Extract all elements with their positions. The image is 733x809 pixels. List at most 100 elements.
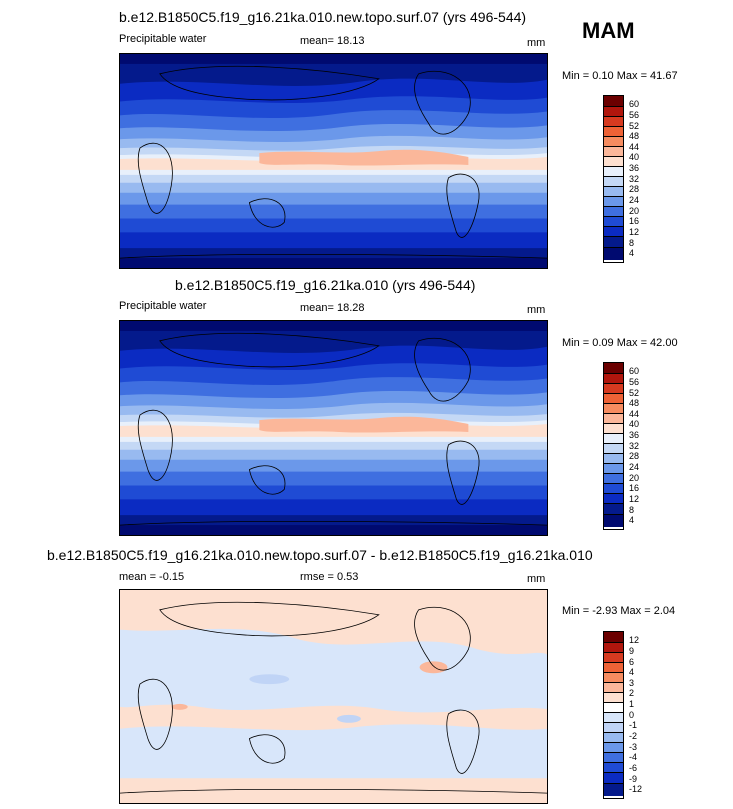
- variable-label: Precipitable water: [119, 33, 207, 45]
- colorbar-box: [604, 632, 623, 643]
- colorbar: [603, 631, 624, 799]
- colorbar-box: [604, 643, 623, 653]
- colorbar-label: 40: [629, 152, 640, 162]
- colorbar-box: [604, 673, 623, 683]
- colorbar-box: [604, 515, 623, 527]
- colorbar-label: 8: [629, 505, 635, 515]
- colorbar-box: [604, 703, 623, 713]
- minmax-label: Min = -2.93 Max = 2.04: [562, 605, 676, 617]
- colorbar-label: 24: [629, 462, 640, 472]
- season-label: MAM: [582, 18, 635, 43]
- panel-title: b.e12.B1850C5.f19_g16.21ka.010 (yrs 496-…: [175, 277, 476, 293]
- colorbar-box: [604, 96, 623, 107]
- colorbar-box: [604, 177, 623, 187]
- colorbar-box: [604, 414, 623, 424]
- colorbar-label: 6: [629, 657, 635, 667]
- colorbar-label: 4: [629, 515, 635, 525]
- colorbar-box: [604, 384, 623, 394]
- colorbar-box: [604, 207, 623, 217]
- colorbar-label: 60: [629, 366, 640, 376]
- colorbar-label: 52: [629, 121, 640, 131]
- colorbar-label: 32: [629, 441, 640, 451]
- colorbar-label: 8: [629, 238, 635, 248]
- colorbar-box: [604, 227, 623, 237]
- colorbar-label: 48: [629, 131, 640, 141]
- minmax-label: Min = 0.09 Max = 42.00: [562, 337, 678, 349]
- colorbar-label: 28: [629, 184, 640, 194]
- colorbar-box: [604, 404, 623, 414]
- colorbar-box: [604, 733, 623, 743]
- colorbar-label: -2: [629, 731, 638, 741]
- colorbar-box: [604, 663, 623, 673]
- colorbar-box: [604, 197, 623, 207]
- colorbar-box: [604, 167, 623, 177]
- colorbar-label: 20: [629, 473, 640, 483]
- colorbar-box: [604, 187, 623, 197]
- colorbar-box: [604, 763, 623, 773]
- colorbar-label: 20: [629, 206, 640, 216]
- units-label: mm: [527, 37, 546, 49]
- colorbar-box: [604, 107, 623, 117]
- colorbar-label: -6: [629, 763, 638, 773]
- colorbar-label: 4: [629, 248, 635, 258]
- colorbar-box: [604, 474, 623, 484]
- colorbar-box: [604, 773, 623, 784]
- colorbar-box: [604, 653, 623, 663]
- colorbar-box: [604, 237, 623, 248]
- colorbar-box: [604, 248, 623, 260]
- rmse-label: rmse = 0.53: [300, 571, 359, 583]
- colorbar-label: 44: [629, 142, 640, 152]
- colorbar-box: [604, 743, 623, 753]
- colorbar-box: [604, 157, 623, 167]
- colorbar-box: [604, 784, 623, 796]
- colorbar-label: 9: [629, 646, 635, 656]
- colorbar-box: [604, 494, 623, 504]
- colorbar-label: 2: [629, 688, 635, 698]
- colorbar-label: 52: [629, 388, 640, 398]
- colorbar-box: [604, 127, 623, 137]
- colorbar-box: [604, 683, 623, 693]
- precip-water-map: [119, 320, 548, 536]
- colorbar: [603, 362, 624, 530]
- colorbar-label: 12: [629, 635, 640, 645]
- panel-title: b.e12.B1850C5.f19_g16.21ka.010.new.topo.…: [119, 9, 527, 25]
- colorbar-label: 16: [629, 216, 640, 226]
- colorbar-label: 12: [629, 227, 640, 237]
- colorbar-box: [604, 217, 623, 227]
- colorbar-label: 0: [629, 710, 635, 720]
- minmax-label: Min = 0.10 Max = 41.67: [562, 70, 678, 82]
- colorbar-label: 36: [629, 430, 640, 440]
- colorbar-box: [604, 444, 623, 454]
- colorbar-label: 28: [629, 451, 640, 461]
- colorbar-box: [604, 693, 623, 703]
- colorbar-label: -3: [629, 742, 638, 752]
- precip-water-map: [119, 53, 548, 269]
- colorbar-label: -4: [629, 752, 638, 762]
- colorbar-box: [604, 394, 623, 404]
- colorbar-box: [604, 117, 623, 127]
- colorbar-label: -9: [629, 774, 638, 784]
- colorbar-label: 4: [629, 667, 635, 677]
- colorbar-label: -1: [629, 720, 638, 730]
- units-label: mm: [527, 304, 546, 316]
- colorbar-label: 44: [629, 409, 640, 419]
- colorbar: [603, 95, 624, 263]
- colorbar-box: [604, 374, 623, 384]
- colorbar-box: [604, 147, 623, 157]
- mean-label: mean = -0.15: [119, 571, 185, 583]
- colorbar-box: [604, 434, 623, 444]
- colorbar-box: [604, 753, 623, 763]
- difference-map: [119, 589, 548, 804]
- colorbar-box: [604, 137, 623, 147]
- colorbar-label: 32: [629, 174, 640, 184]
- colorbar-label: 40: [629, 419, 640, 429]
- colorbar-label: 56: [629, 110, 640, 120]
- colorbar-label: 1: [629, 699, 635, 709]
- colorbar-label: 36: [629, 163, 640, 173]
- colorbar-box: [604, 484, 623, 494]
- colorbar-box: [604, 454, 623, 464]
- colorbar-box: [604, 713, 623, 723]
- colorbar-label: -12: [629, 784, 643, 794]
- colorbar-label: 16: [629, 483, 640, 493]
- colorbar-box: [604, 424, 623, 434]
